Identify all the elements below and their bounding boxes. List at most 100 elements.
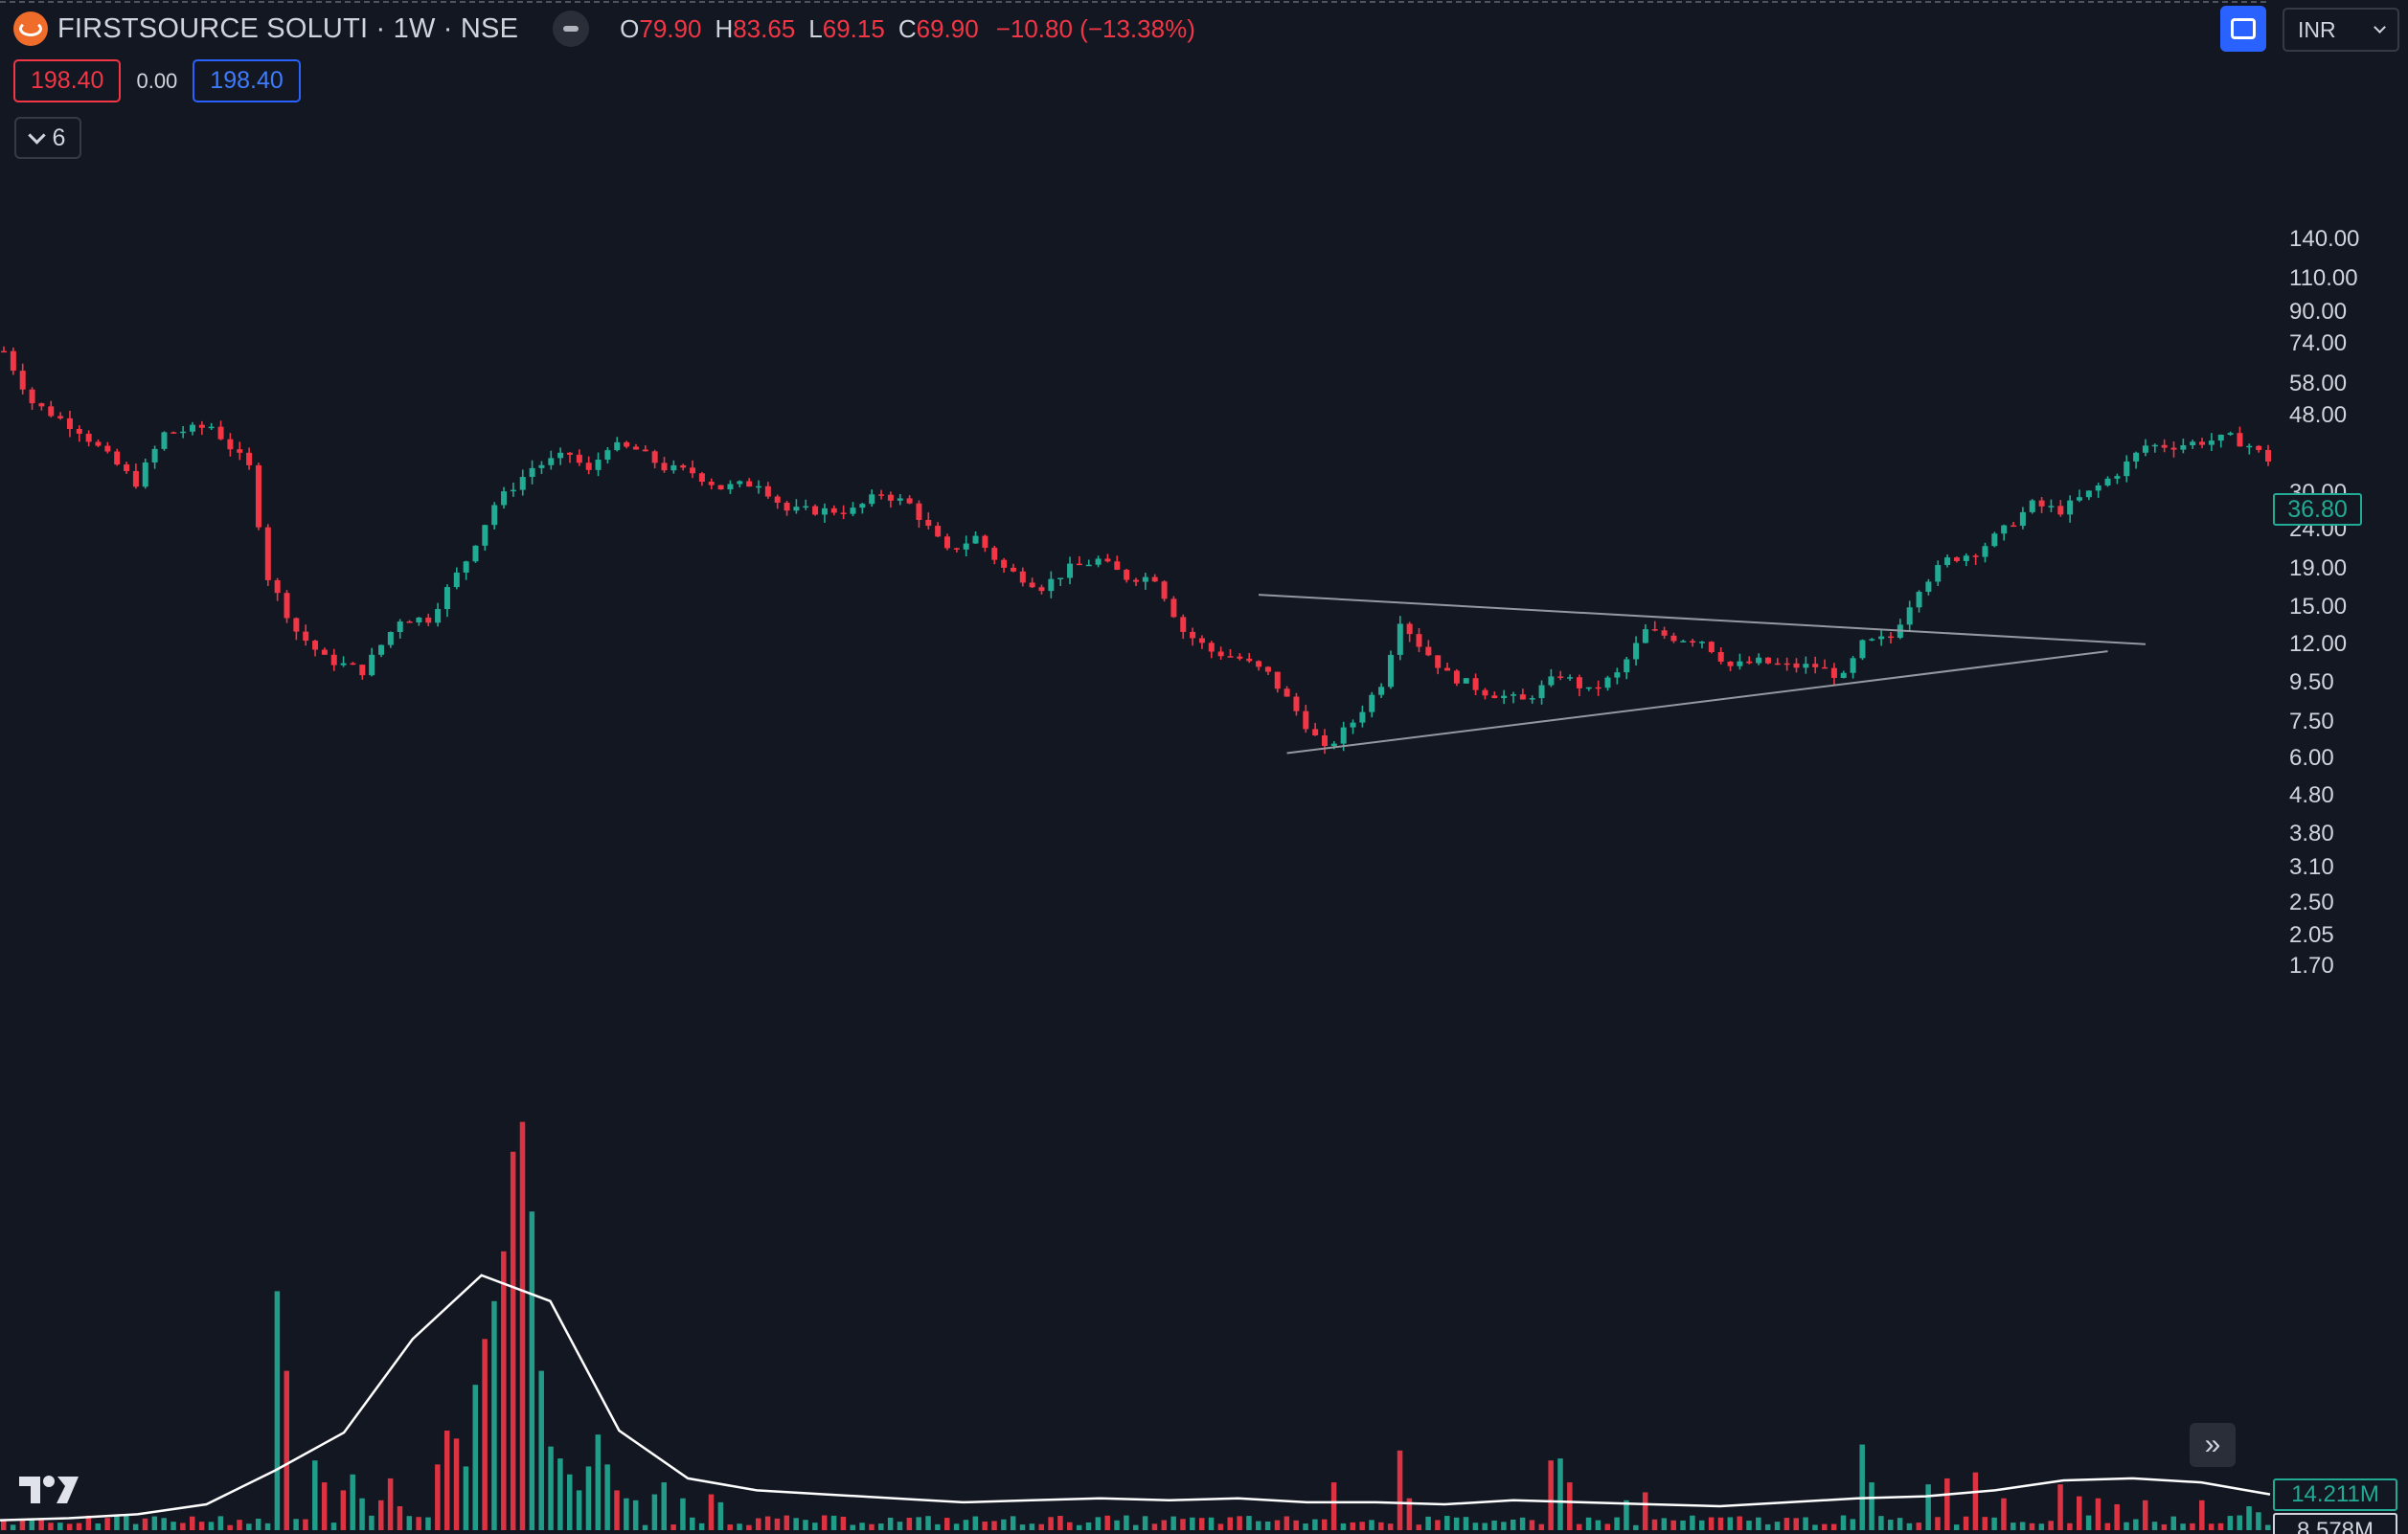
volume-bar (2265, 1524, 2271, 1530)
volume-bar (1803, 1517, 1808, 1530)
symbol-logo-icon[interactable] (13, 11, 48, 46)
volume-bar (2142, 1500, 2148, 1530)
volume-bar (1387, 1523, 1394, 1530)
eye-icon[interactable] (553, 11, 590, 47)
volume-bar (124, 1515, 129, 1530)
candle-body (463, 561, 469, 573)
candle-body (737, 481, 743, 485)
volume-bar (1840, 1515, 1847, 1530)
volume-bar (756, 1518, 761, 1530)
candle-body (1038, 587, 1045, 592)
candle-body (717, 485, 724, 490)
scroll-to-realtime-icon[interactable]: » (2190, 1423, 2236, 1467)
volume-bar (1690, 1515, 1695, 1530)
volume-bar (1057, 1516, 1063, 1530)
candle-body (1661, 630, 1668, 636)
candle-body (76, 428, 82, 434)
volume-bar (1567, 1482, 1573, 1530)
buy-button[interactable]: 198.40 (193, 59, 301, 102)
volume-bar (1227, 1517, 1233, 1530)
candle-body (1010, 567, 1016, 572)
candle-body (1850, 658, 1856, 673)
volume-bar (1246, 1516, 1252, 1530)
candle-body (1463, 678, 1469, 684)
candle-body (2077, 497, 2082, 501)
volume-bar (1906, 1523, 1913, 1530)
volume-bar (1670, 1520, 1676, 1530)
volume-bar (1217, 1523, 1224, 1530)
volume-bar (2208, 1523, 2215, 1530)
candle-body (2010, 525, 2017, 528)
sell-button[interactable]: 198.40 (13, 59, 122, 102)
candle-body (1142, 576, 1148, 582)
volume-bar (1897, 1518, 1903, 1530)
candle-body (519, 477, 526, 490)
indicators-toggle-button[interactable]: 6 (14, 117, 81, 159)
volume-bar (57, 1523, 63, 1530)
candle-body (246, 452, 253, 465)
volume-bar (246, 1523, 252, 1530)
volume-bar (1340, 1523, 1347, 1530)
candle-body (1737, 661, 1743, 666)
candle-body (1633, 643, 1640, 660)
volume-bar (1708, 1517, 1715, 1530)
volume-bar (869, 1523, 875, 1530)
volume-bar (397, 1506, 403, 1530)
candle-body (991, 548, 998, 560)
volume-bar (2095, 1498, 2101, 1530)
candle-body (1057, 577, 1064, 580)
volume-bar (1746, 1521, 1752, 1530)
volume-bar (1529, 1520, 1535, 1530)
candle-body (95, 441, 102, 446)
volume-bar (501, 1251, 507, 1530)
volume-bar (66, 1523, 73, 1530)
volume-bar (1142, 1516, 1148, 1530)
candle-body (1217, 651, 1224, 657)
candle-body (85, 433, 92, 442)
candle-body (708, 482, 715, 485)
candle-body (1511, 694, 1516, 696)
candle-body (2095, 485, 2101, 491)
quote-panel: 198.40 0.00 198.40 (13, 59, 301, 102)
currency-select[interactable]: INR (2283, 8, 2399, 52)
volume-bar (708, 1494, 715, 1530)
price-axis-tick: 3.10 (2289, 853, 2334, 880)
volume-bar (803, 1520, 808, 1530)
symbol-title[interactable]: FIRSTSOURCE SOLUTI · 1W · NSE (57, 12, 519, 44)
volume-bar (661, 1482, 667, 1530)
price-axis-tick: 48.00 (2289, 402, 2348, 429)
volume-bar (1822, 1523, 1828, 1530)
volume-bar (482, 1339, 488, 1530)
volume-bar (963, 1520, 969, 1530)
volume-bar (906, 1518, 913, 1530)
candle-body (293, 618, 300, 632)
volume-bar (519, 1121, 526, 1530)
tradingview-logo-icon[interactable] (19, 1475, 79, 1505)
candle-body (624, 441, 630, 447)
volume-bar (897, 1522, 903, 1530)
candle-body (1624, 659, 1630, 673)
volume-bar (170, 1522, 176, 1530)
volume-bar (595, 1434, 602, 1530)
volume-bar (991, 1521, 997, 1530)
candle-body (727, 484, 734, 490)
candle-body (387, 632, 394, 645)
volume-bar (264, 1523, 271, 1530)
candle-body (548, 458, 555, 465)
volume-bar (1264, 1521, 1271, 1530)
volume-bar (1359, 1522, 1365, 1530)
price-axis-tick: 3.80 (2289, 820, 2334, 846)
candle-body (869, 494, 875, 505)
candle-body (1972, 555, 1979, 557)
candle-body (1953, 557, 1960, 561)
candle-body (1444, 667, 1451, 671)
fullscreen-icon[interactable] (2220, 6, 2266, 52)
candle-body (1501, 695, 1508, 699)
volume-bar (1444, 1516, 1450, 1530)
candle-body (406, 621, 413, 623)
volume-bar (330, 1523, 337, 1530)
candles-layer (1, 346, 2271, 755)
candle-body (170, 432, 177, 434)
candle-body (803, 506, 809, 508)
